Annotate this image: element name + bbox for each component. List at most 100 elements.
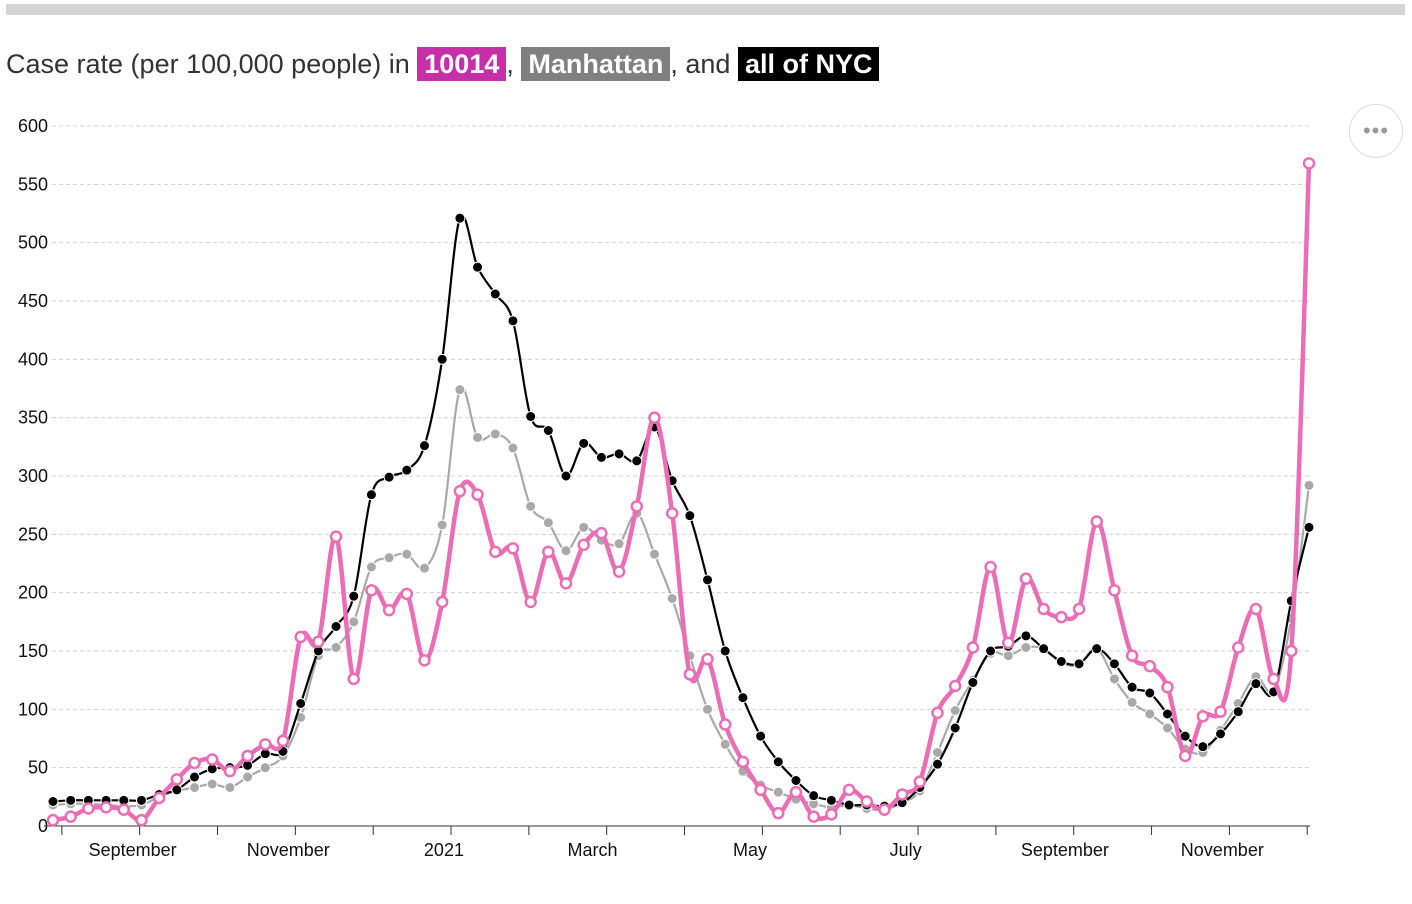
- point-manhattan: [702, 703, 714, 715]
- point-zip-10014: [1231, 641, 1245, 654]
- point-nyc: [47, 796, 59, 807]
- y-tick-label: 450: [18, 291, 48, 311]
- point-manhattan: [666, 593, 678, 604]
- point-nyc: [1232, 706, 1244, 718]
- point-zip-10014: [630, 500, 644, 513]
- x-tick-label: 2021: [424, 840, 464, 860]
- point-nyc: [454, 212, 466, 224]
- y-tick-label: 200: [18, 583, 48, 603]
- point-manhattan: [401, 548, 413, 560]
- point-nyc: [489, 288, 501, 300]
- point-zip-10014: [1302, 157, 1316, 170]
- point-zip-10014: [241, 749, 254, 763]
- y-tick-label: 250: [18, 524, 48, 544]
- y-tick-label: 50: [28, 758, 48, 778]
- chart-title: Case rate (per 100,000 people) in 10014,…: [6, 46, 880, 82]
- point-manhattan: [525, 500, 537, 512]
- point-zip-10014: [701, 652, 714, 666]
- point-nyc: [843, 799, 855, 811]
- point-manhattan: [418, 562, 430, 574]
- point-zip-10014: [595, 526, 608, 540]
- x-tick-label: July: [890, 840, 922, 860]
- point-manhattan: [206, 778, 218, 790]
- y-tick-label: 300: [18, 466, 48, 486]
- point-nyc: [365, 489, 377, 501]
- point-manhattan: [1108, 673, 1120, 685]
- point-zip-10014: [1037, 602, 1050, 616]
- point-zip-10014: [1125, 649, 1139, 662]
- line-nyc: [52, 214, 1311, 808]
- point-zip-10014: [1072, 602, 1086, 616]
- point-manhattan: [259, 762, 271, 774]
- point-manhattan: [613, 538, 625, 550]
- point-zip-10014: [1161, 680, 1174, 694]
- legend-badge-nyc: all of NYC: [737, 47, 880, 81]
- point-zip-10014: [736, 755, 750, 769]
- x-tick-label: November: [247, 840, 330, 860]
- point-nyc: [1215, 728, 1227, 740]
- point-zip-10014: [382, 603, 396, 617]
- point-manhattan: [1303, 479, 1315, 491]
- point-zip-10014: [276, 734, 290, 748]
- point-zip-10014: [1249, 602, 1263, 616]
- point-zip-10014: [718, 718, 732, 731]
- point-nyc: [1197, 741, 1209, 753]
- point-nyc: [436, 353, 448, 365]
- x-tick-label: September: [1021, 840, 1109, 860]
- y-tick-label: 600: [18, 116, 48, 136]
- point-nyc: [985, 645, 997, 657]
- y-tick-label: 500: [18, 233, 48, 253]
- point-zip-10014: [205, 753, 219, 766]
- point-zip-10014: [117, 803, 131, 816]
- point-nyc: [1303, 521, 1315, 533]
- point-nyc: [578, 437, 590, 449]
- point-nyc: [808, 790, 820, 802]
- y-tick-label: 150: [18, 641, 48, 661]
- point-zip-10014: [772, 806, 785, 820]
- point-nyc: [1055, 656, 1067, 667]
- point-zip-10014: [931, 706, 944, 720]
- y-tick-label: 0: [38, 816, 48, 836]
- point-manhattan: [542, 517, 554, 529]
- point-zip-10014: [506, 542, 520, 555]
- top-divider-bar: [6, 4, 1405, 15]
- point-nyc: [702, 574, 714, 586]
- point-zip-10014: [435, 595, 449, 609]
- more-horizontal-icon: •••: [1362, 118, 1390, 143]
- point-manhattan: [489, 428, 501, 440]
- point-zip-10014: [1090, 515, 1103, 528]
- point-zip-10014: [365, 584, 378, 597]
- point-manhattan: [578, 521, 590, 533]
- point-manhattan: [189, 782, 201, 793]
- point-zip-10014: [418, 654, 431, 667]
- point-manhattan: [949, 705, 961, 716]
- point-manhattan: [772, 786, 784, 798]
- series-nyc: [47, 212, 1315, 812]
- point-zip-10014: [1002, 636, 1015, 650]
- point-nyc: [949, 722, 961, 734]
- point-nyc: [189, 771, 201, 783]
- point-zip-10014: [1143, 659, 1157, 673]
- point-zip-10014: [453, 484, 467, 498]
- point-zip-10014: [807, 810, 820, 823]
- point-zip-10014: [948, 679, 962, 693]
- point-zip-10014: [648, 411, 661, 424]
- point-zip-10014: [188, 756, 201, 770]
- point-zip-10014: [825, 808, 838, 821]
- point-nyc: [295, 698, 307, 709]
- point-nyc: [613, 448, 625, 460]
- more-options-button[interactable]: •••: [1349, 104, 1403, 158]
- point-manhattan: [648, 548, 660, 560]
- y-axis-ticks: 0 50 100 150 200 250 300 350 400 450 500 550 600: [18, 116, 48, 836]
- point-zip-10014: [878, 803, 891, 816]
- point-zip-10014: [1108, 584, 1121, 597]
- point-nyc: [1144, 687, 1156, 699]
- point-zip-10014: [400, 587, 414, 601]
- point-manhattan: [560, 545, 572, 557]
- point-manhattan: [454, 384, 466, 396]
- point-nyc: [631, 455, 643, 467]
- point-nyc: [525, 411, 537, 422]
- point-zip-10014: [524, 595, 537, 609]
- point-nyc: [560, 470, 572, 482]
- point-zip-10014: [170, 773, 184, 786]
